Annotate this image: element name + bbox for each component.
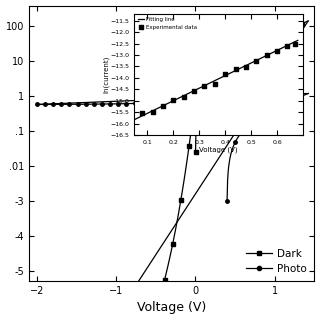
Dark bbox=[164, 274, 168, 277]
Dark bbox=[184, 167, 188, 171]
Photo bbox=[147, 101, 151, 105]
X-axis label: Voltage (V): Voltage (V) bbox=[137, 301, 206, 315]
Dark bbox=[183, 171, 187, 175]
Dark bbox=[163, 278, 166, 282]
Legend: Dark, Photo: Dark, Photo bbox=[244, 246, 309, 276]
Photo bbox=[85, 102, 89, 106]
Dark bbox=[176, 217, 180, 220]
Photo bbox=[136, 101, 140, 105]
Line: Photo: Photo bbox=[37, 96, 227, 104]
Photo bbox=[216, 96, 220, 100]
Line: Dark: Dark bbox=[164, 100, 195, 280]
Photo bbox=[222, 95, 226, 99]
Dark bbox=[164, 271, 168, 275]
Photo bbox=[225, 94, 228, 98]
Dark bbox=[193, 98, 197, 102]
Dark bbox=[171, 242, 175, 246]
Photo bbox=[122, 102, 126, 106]
Photo bbox=[35, 102, 39, 106]
